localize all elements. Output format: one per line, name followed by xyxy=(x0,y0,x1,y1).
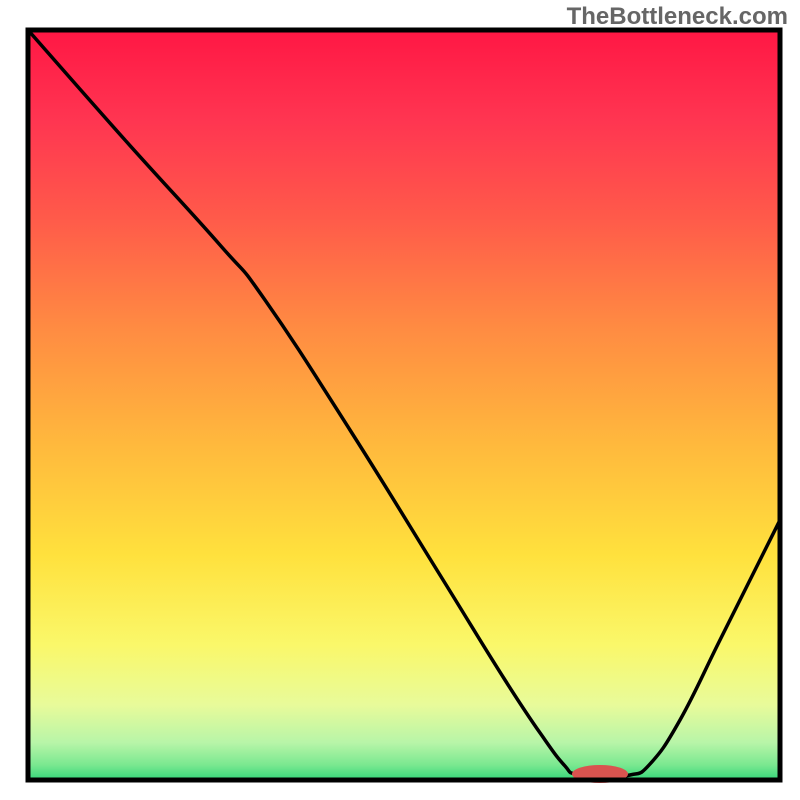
bottleneck-chart xyxy=(0,0,800,800)
watermark-text: TheBottleneck.com xyxy=(567,3,788,31)
chart-container: TheBottleneck.com xyxy=(0,0,800,800)
plot-background xyxy=(28,30,780,780)
